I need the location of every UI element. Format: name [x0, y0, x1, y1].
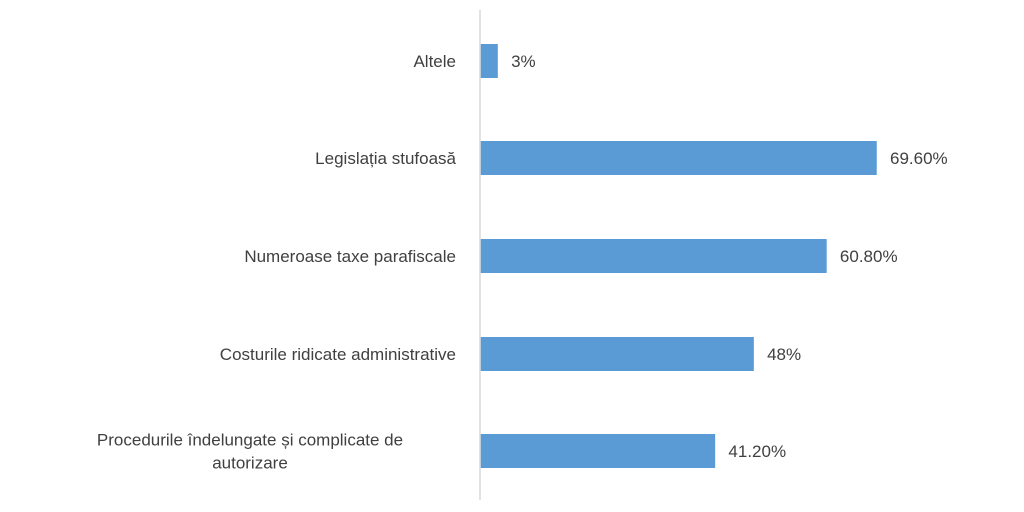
category-label-1: Altele — [413, 52, 456, 71]
category-label-line: Legislația stufoasă — [315, 149, 456, 168]
value-label-4: 48% — [767, 345, 801, 364]
category-label-3: Numeroase taxe parafiscale — [244, 247, 456, 266]
bar-5 — [480, 434, 716, 468]
bar-1 — [480, 44, 498, 78]
value-label-5: 41.20% — [728, 442, 786, 461]
bar-4 — [480, 337, 754, 371]
category-label-line: autorizare — [212, 454, 288, 473]
category-label-4: Costurile ridicate administrative — [220, 345, 456, 364]
category-label-line: Numeroase taxe parafiscale — [244, 247, 456, 266]
category-label-line: Procedurile îndelungate și complicate de — [97, 431, 403, 450]
value-labels-group: 3% 69.60% 60.80% 48% 41.20% — [511, 52, 948, 461]
bar-2 — [480, 141, 877, 175]
value-label-1: 3% — [511, 52, 536, 71]
category-label-2: Legislația stufoasă — [315, 149, 456, 168]
value-label-3: 60.80% — [840, 247, 898, 266]
bar-3 — [480, 239, 827, 273]
category-label-5: Procedurile îndelungate și complicate de… — [97, 431, 403, 473]
category-labels-group: Altele Legislația stufoasă Numeroase taxe … — [97, 52, 457, 473]
bars-group — [480, 44, 877, 468]
value-label-2: 69.60% — [890, 149, 948, 168]
category-label-line: Costurile ridicate administrative — [220, 345, 456, 364]
category-label-line: Altele — [413, 52, 456, 71]
